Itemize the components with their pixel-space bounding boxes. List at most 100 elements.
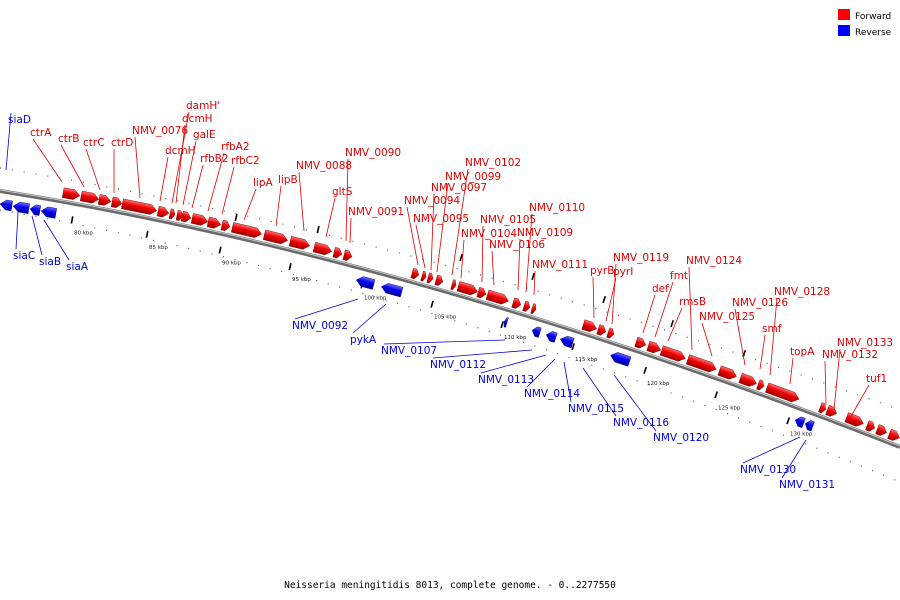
forward-gene-label[interactable]: def <box>652 283 669 295</box>
forward-gene-label[interactable]: ctrB <box>58 133 79 145</box>
forward-gene-label[interactable]: gltS <box>332 186 353 198</box>
reverse-gene-label[interactable]: siaC <box>13 250 35 262</box>
forward-gene-arrow[interactable] <box>79 190 100 204</box>
forward-gene-label[interactable]: NMV_0090 <box>345 147 401 159</box>
forward-gene-arrow[interactable] <box>434 274 444 287</box>
forward-gene-arrow[interactable] <box>312 241 333 256</box>
reverse-gene-arrow[interactable] <box>559 334 575 349</box>
forward-gene-arrow[interactable] <box>717 365 738 381</box>
reverse-gene-label[interactable]: NMV_0116 <box>613 417 669 429</box>
forward-gene-label[interactable]: galE <box>193 129 216 141</box>
forward-gene-label[interactable]: NMV_0097 <box>431 182 487 194</box>
reverse-gene-label[interactable]: pykA <box>350 334 377 346</box>
forward-gene-label[interactable]: NMV_0133 <box>837 337 893 349</box>
forward-gene-arrow[interactable] <box>420 270 428 282</box>
forward-gene-arrow[interactable] <box>175 209 184 221</box>
reverse-gene-arrow[interactable] <box>794 415 806 429</box>
forward-gene-arrow[interactable] <box>818 402 827 414</box>
forward-gene-label[interactable]: rfbA2 <box>221 141 250 153</box>
reverse-gene-label[interactable]: siaD <box>8 114 31 126</box>
forward-gene-arrow[interactable] <box>596 324 608 337</box>
forward-gene-arrow[interactable] <box>606 327 616 339</box>
reverse-gene-arrow[interactable] <box>531 326 542 338</box>
forward-gene-arrow[interactable] <box>756 379 765 391</box>
reverse-gene-arrow[interactable] <box>0 199 13 212</box>
forward-gene-arrow[interactable] <box>511 297 523 310</box>
forward-gene-label[interactable]: NMV_0110 <box>529 202 585 214</box>
reverse-gene-label[interactable]: NMV_0107 <box>381 345 437 357</box>
forward-gene-arrow[interactable] <box>168 208 176 220</box>
reverse-gene-arrow[interactable] <box>40 206 57 219</box>
forward-gene-label[interactable]: tuf1 <box>866 373 887 385</box>
forward-gene-arrow[interactable] <box>844 412 865 429</box>
reverse-gene-arrow[interactable] <box>380 282 404 298</box>
forward-gene-arrow[interactable] <box>97 194 112 206</box>
forward-gene-arrow[interactable] <box>332 247 343 259</box>
forward-gene-arrow[interactable] <box>342 249 353 262</box>
forward-gene-label[interactable]: pyrB <box>590 265 614 277</box>
forward-gene-label[interactable]: NMV_0104 <box>461 228 517 240</box>
forward-gene-arrow[interactable] <box>530 303 538 315</box>
forward-gene-arrow[interactable] <box>426 272 435 284</box>
forward-gene-label[interactable]: NMV_0095 <box>413 213 469 225</box>
forward-gene-arrow[interactable] <box>62 187 81 201</box>
forward-gene-arrow[interactable] <box>110 196 123 209</box>
forward-gene-arrow[interactable] <box>456 281 479 296</box>
forward-gene-arrow[interactable] <box>634 336 648 350</box>
forward-gene-label[interactable]: NMV_0091 <box>348 206 404 218</box>
forward-gene-label[interactable]: NMV_0125 <box>699 311 755 323</box>
forward-gene-arrow[interactable] <box>865 420 876 433</box>
reverse-gene-arrow[interactable] <box>12 201 30 214</box>
forward-gene-label[interactable]: smf <box>762 323 782 335</box>
reverse-gene-arrow[interactable] <box>503 317 509 328</box>
forward-gene-label[interactable]: NMV_0124 <box>686 255 742 267</box>
forward-gene-arrow[interactable] <box>825 405 839 418</box>
forward-gene-label[interactable]: NMV_0099 <box>445 171 501 183</box>
reverse-gene-label[interactable]: NMV_0092 <box>292 320 348 332</box>
forward-gene-label[interactable]: ctrC <box>83 137 105 149</box>
forward-gene-label[interactable]: NMV_0126 <box>732 297 788 309</box>
reverse-gene-label[interactable]: NMV_0131 <box>779 479 835 491</box>
forward-gene-arrow[interactable] <box>887 428 900 442</box>
forward-gene-arrow[interactable] <box>685 354 718 374</box>
forward-gene-label[interactable]: NMV_0106 <box>489 239 545 251</box>
forward-gene-arrow[interactable] <box>262 229 289 245</box>
forward-gene-arrow[interactable] <box>659 345 687 364</box>
reverse-gene-label[interactable]: siaB <box>39 256 61 268</box>
forward-gene-label[interactable]: NMV_0088 <box>296 160 352 172</box>
forward-gene-label[interactable]: lipA <box>253 177 273 189</box>
forward-gene-arrow[interactable] <box>156 205 170 218</box>
forward-gene-arrow[interactable] <box>738 373 758 388</box>
forward-gene-arrow[interactable] <box>180 211 192 223</box>
forward-gene-label[interactable]: NMV_0094 <box>404 195 460 207</box>
forward-gene-label[interactable]: ctrD <box>111 137 133 149</box>
reverse-gene-label[interactable]: NMV_0112 <box>430 359 486 371</box>
reverse-gene-arrow[interactable] <box>29 204 42 216</box>
forward-gene-arrow[interactable] <box>485 289 510 306</box>
forward-gene-label[interactable]: dcmH <box>165 145 196 157</box>
reverse-gene-label[interactable]: siaA <box>66 261 89 273</box>
forward-gene-arrow[interactable] <box>450 279 458 291</box>
reverse-gene-label[interactable]: NMV_0113 <box>478 374 534 386</box>
forward-gene-arrow[interactable] <box>765 382 800 404</box>
forward-gene-arrow[interactable] <box>121 198 157 216</box>
forward-gene-arrow[interactable] <box>206 216 222 230</box>
forward-gene-label[interactable]: damH' <box>186 100 220 112</box>
forward-gene-label[interactable]: rfbC2 <box>231 155 260 167</box>
forward-gene-label[interactable]: NMV_0109 <box>517 227 573 239</box>
forward-gene-label[interactable]: lipB <box>278 174 298 186</box>
reverse-gene-arrow[interactable] <box>545 330 558 343</box>
forward-gene-arrow[interactable] <box>231 222 262 239</box>
forward-gene-label[interactable]: topA <box>790 346 815 358</box>
forward-gene-arrow[interactable] <box>288 236 311 251</box>
forward-gene-arrow[interactable] <box>220 219 231 232</box>
forward-gene-arrow[interactable] <box>476 286 488 299</box>
forward-gene-label[interactable]: pyrI <box>613 266 633 278</box>
reverse-gene-label[interactable]: NMV_0115 <box>568 403 624 415</box>
forward-gene-label[interactable]: fmt <box>670 270 688 282</box>
forward-gene-label[interactable]: NMV_0128 <box>774 286 830 298</box>
forward-gene-label[interactable]: NMV_0119 <box>613 252 669 264</box>
forward-gene-label[interactable]: ctrA <box>30 127 52 139</box>
forward-gene-arrow[interactable] <box>646 340 663 355</box>
forward-gene-label[interactable]: rmsB <box>679 296 706 308</box>
